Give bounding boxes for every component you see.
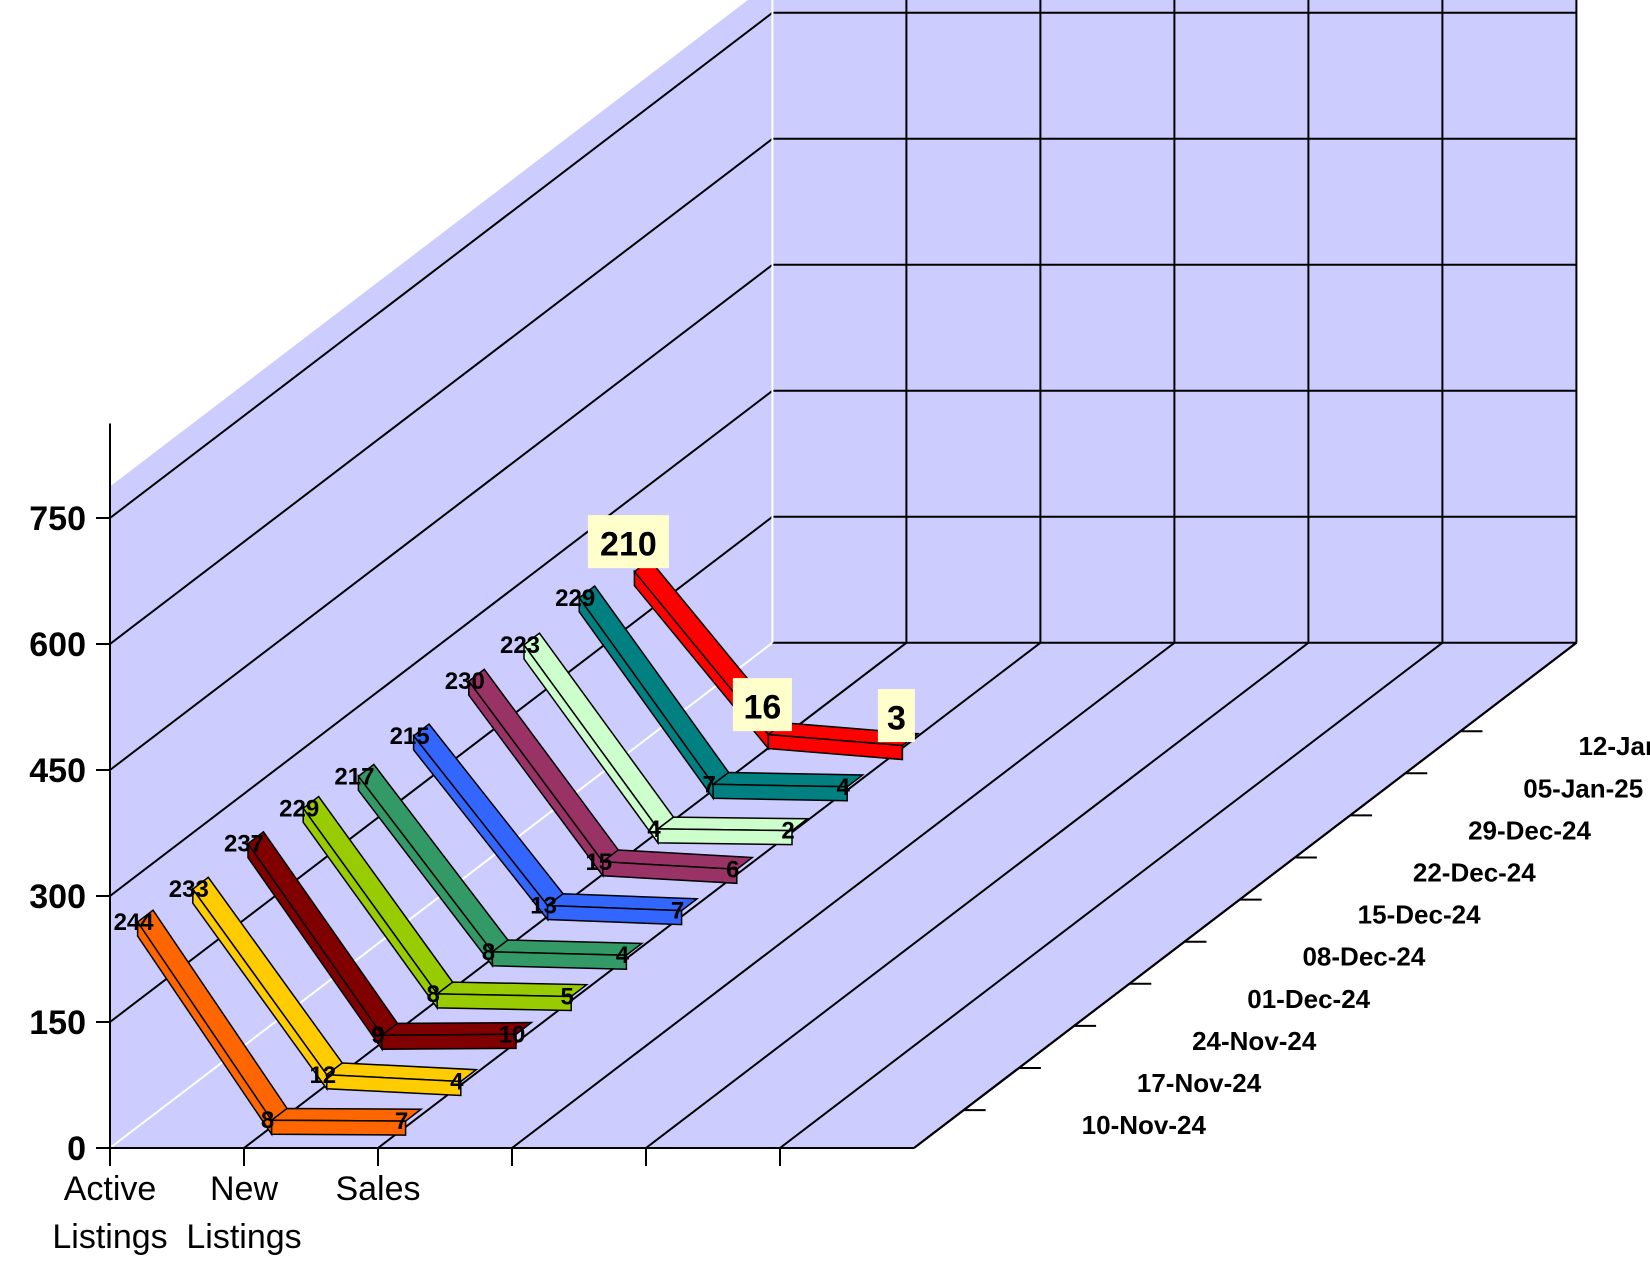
ribbon-front-face	[712, 783, 848, 802]
depth-tick-label: 29-Dec-24	[1468, 815, 1591, 845]
x-category-label: Sales	[335, 1170, 420, 1208]
left-wall-gridline	[109, 12, 774, 519]
data-label: 223	[500, 632, 540, 659]
floor-gridline	[779, 642, 1444, 1149]
data-label: 9	[371, 1022, 384, 1049]
floor-gridline	[377, 642, 1042, 1149]
data-label: 229	[279, 795, 319, 822]
y-tick-label: 750	[29, 500, 86, 538]
y-tick-label: 0	[67, 1130, 86, 1168]
data-label: 5	[561, 983, 574, 1010]
data-label: 237	[224, 831, 264, 858]
ribbon-front-face	[491, 951, 628, 970]
depth-tick-label: 24-Nov-24	[1192, 1026, 1317, 1056]
left-wall-gridline	[109, 138, 774, 645]
data-label: 8	[482, 939, 495, 966]
depth-tick-label: 15-Dec-24	[1358, 900, 1481, 930]
x-category-label: Listings	[52, 1218, 167, 1256]
ribbon-front-face	[326, 1073, 462, 1097]
depth-tick-label: 05-Jan-25	[1523, 773, 1643, 803]
series-ribbon	[578, 584, 865, 802]
ribbon-front-face	[767, 733, 904, 761]
depth-tick-label: 12-Jan-25	[1578, 731, 1650, 761]
data-label-box	[587, 515, 669, 569]
data-label: 8	[261, 1107, 274, 1134]
data-label: 2	[781, 818, 794, 845]
series-ribbon	[412, 723, 700, 926]
depth-tick-label: 22-Dec-24	[1413, 858, 1536, 888]
y-tick-label: 600	[29, 626, 86, 664]
data-label: 244	[114, 909, 155, 936]
ribbon-front-face	[657, 828, 793, 846]
data-label: 6	[726, 856, 739, 883]
chart-axes: 0 150 300 450 600 750 Active Listings New Listing…	[29, 423, 1650, 1256]
data-label-box	[877, 689, 915, 743]
data-label: 7	[395, 1108, 408, 1135]
depth-tick-label: 08-Dec-24	[1302, 942, 1425, 972]
data-label: 217	[334, 763, 374, 790]
y-tick-label: 450	[29, 752, 86, 790]
data-label: 4	[616, 942, 630, 969]
data-label: 4	[837, 774, 851, 801]
data-label: 15	[585, 849, 612, 876]
x-category-label: Listings	[186, 1218, 301, 1256]
depth-tick-label: 17-Nov-24	[1137, 1068, 1262, 1098]
data-label: 4	[450, 1068, 464, 1095]
data-label: 12	[309, 1062, 336, 1089]
data-label: 4	[647, 816, 661, 843]
ribbon-front-face	[546, 904, 683, 926]
depth-axis-line	[913, 642, 1578, 1149]
series-ribbon	[191, 876, 479, 1097]
ribbon-front-face	[381, 1033, 517, 1050]
floor-gridline	[511, 642, 1176, 1149]
series-ribbon	[467, 668, 755, 885]
y-tick-label: 150	[29, 1004, 86, 1042]
data-label: 7	[703, 771, 716, 798]
depth-tick-label: 10-Nov-24	[1082, 1110, 1207, 1140]
data-label: 3	[887, 700, 906, 738]
data-label: 10	[499, 1021, 526, 1048]
data-label: 8	[427, 981, 440, 1008]
ribbon-front-face	[270, 1119, 407, 1136]
data-label: 210	[600, 526, 657, 564]
depth-tick-label: 01-Dec-24	[1247, 984, 1370, 1014]
ribbon-front-face	[602, 860, 738, 885]
floor-gridline	[645, 642, 1310, 1149]
left-wall-gridline	[109, 390, 774, 897]
left-wall-gridline	[109, 264, 774, 771]
data-label: 215	[390, 723, 430, 750]
data-label-box	[732, 678, 792, 732]
data-label: 229	[555, 585, 595, 612]
series-ribbon	[302, 795, 589, 1012]
series-ribbon	[136, 909, 424, 1137]
data-label: 13	[530, 893, 557, 920]
series-ribbon	[246, 830, 534, 1052]
data-label: 16	[743, 689, 781, 727]
series-ribbon	[357, 763, 645, 970]
data-label: 7	[671, 898, 684, 925]
series-ribbon	[522, 632, 810, 846]
ribbon-front-face	[436, 993, 572, 1012]
y-tick-label: 300	[29, 878, 86, 916]
x-category-label: New	[210, 1170, 278, 1208]
x-category-label: Active	[64, 1170, 157, 1208]
data-label: 230	[445, 668, 485, 695]
data-label: 233	[169, 876, 209, 903]
